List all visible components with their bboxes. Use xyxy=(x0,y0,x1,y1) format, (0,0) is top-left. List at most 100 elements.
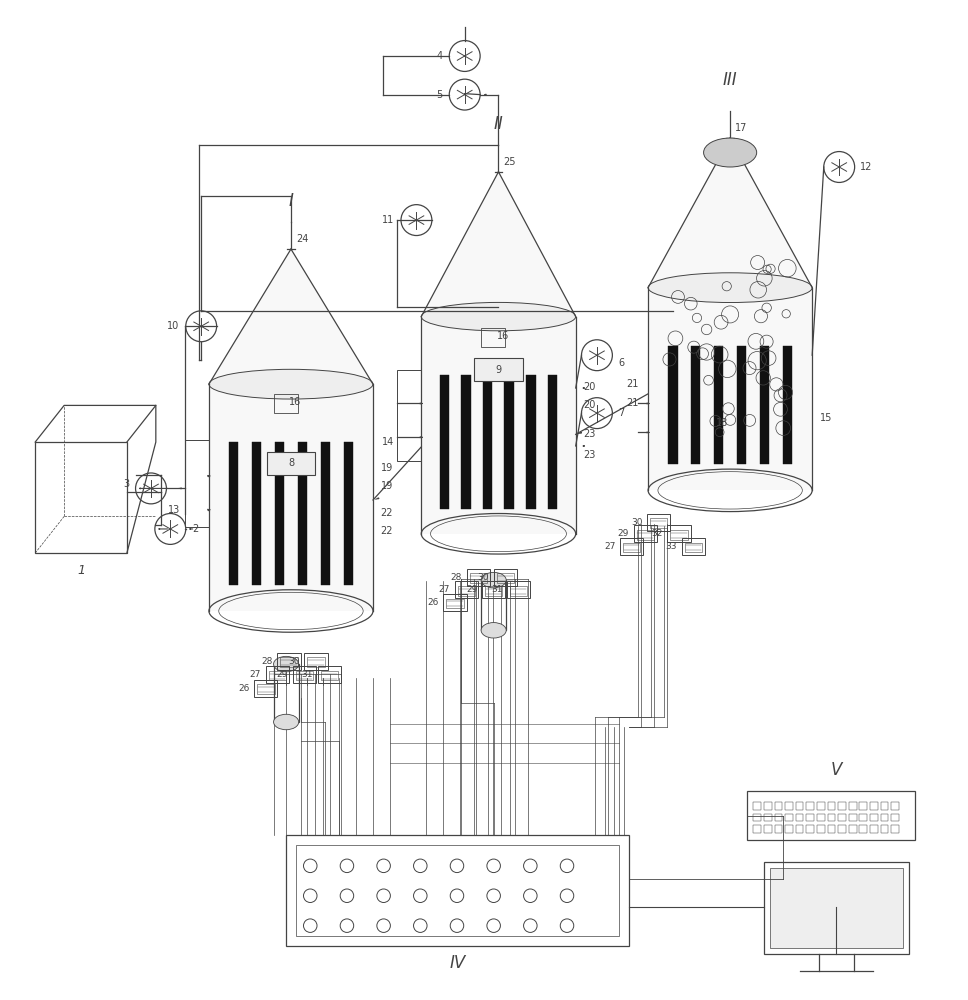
Bar xyxy=(228,442,238,585)
Text: II: II xyxy=(494,115,503,133)
Bar xyxy=(785,825,793,833)
Text: 10: 10 xyxy=(166,321,179,331)
Bar xyxy=(849,814,857,821)
Bar xyxy=(849,802,857,810)
Bar xyxy=(455,581,478,598)
Ellipse shape xyxy=(481,572,506,588)
Text: 18: 18 xyxy=(716,418,729,428)
Bar xyxy=(783,346,793,464)
Text: 30: 30 xyxy=(477,573,489,582)
Polygon shape xyxy=(209,384,373,611)
Bar xyxy=(753,814,761,821)
Text: 31: 31 xyxy=(302,670,314,679)
Bar xyxy=(760,346,770,464)
Bar xyxy=(785,814,793,821)
Text: 31: 31 xyxy=(491,585,502,594)
Bar xyxy=(320,442,330,585)
Bar xyxy=(691,346,701,464)
Text: 5: 5 xyxy=(437,90,442,100)
Text: 16: 16 xyxy=(497,331,509,341)
Bar xyxy=(320,671,338,680)
Bar xyxy=(35,442,127,553)
Text: 22: 22 xyxy=(380,526,393,536)
Text: 29: 29 xyxy=(466,585,477,594)
Bar xyxy=(458,586,475,596)
Ellipse shape xyxy=(704,138,757,167)
Bar xyxy=(637,530,653,540)
Bar xyxy=(650,518,667,528)
Bar xyxy=(681,538,705,555)
Bar xyxy=(796,802,803,810)
Text: 29: 29 xyxy=(618,529,629,538)
Bar xyxy=(485,586,502,596)
Text: 3: 3 xyxy=(124,479,130,489)
Text: 22: 22 xyxy=(380,508,393,518)
Ellipse shape xyxy=(274,714,299,730)
Bar xyxy=(870,814,878,821)
Bar xyxy=(483,375,493,509)
Bar xyxy=(281,657,298,667)
Text: 8: 8 xyxy=(287,458,294,468)
Text: 23: 23 xyxy=(584,450,595,460)
Text: 26: 26 xyxy=(427,598,439,607)
Text: 33: 33 xyxy=(666,542,677,551)
Bar xyxy=(764,862,909,954)
Text: 27: 27 xyxy=(439,585,450,594)
Bar xyxy=(257,684,275,694)
Bar xyxy=(504,375,514,509)
Bar xyxy=(737,346,746,464)
Bar xyxy=(467,569,490,586)
Text: 25: 25 xyxy=(503,157,516,167)
Bar xyxy=(828,825,835,833)
Bar xyxy=(764,825,771,833)
Text: 32: 32 xyxy=(651,529,662,538)
Bar xyxy=(297,442,307,585)
Text: 24: 24 xyxy=(296,234,308,244)
Bar xyxy=(806,802,814,810)
Text: 16: 16 xyxy=(289,397,301,407)
Bar xyxy=(713,346,723,464)
Bar xyxy=(267,452,316,475)
Bar xyxy=(860,802,867,810)
Text: 20: 20 xyxy=(584,400,595,410)
Bar xyxy=(817,814,825,821)
Text: 9: 9 xyxy=(496,365,501,375)
Bar xyxy=(185,440,209,527)
Text: 28: 28 xyxy=(450,573,462,582)
Bar xyxy=(494,569,517,586)
Bar xyxy=(667,525,690,542)
Text: 30: 30 xyxy=(631,518,643,527)
Text: 15: 15 xyxy=(820,413,832,423)
Bar xyxy=(344,442,353,585)
Bar xyxy=(623,543,641,552)
Ellipse shape xyxy=(209,369,373,399)
Ellipse shape xyxy=(274,656,299,672)
Bar xyxy=(266,666,289,683)
Bar xyxy=(764,802,771,810)
Text: 7: 7 xyxy=(619,408,624,418)
Text: IV: IV xyxy=(449,954,466,972)
Bar xyxy=(828,814,835,821)
Bar xyxy=(764,814,771,821)
Bar xyxy=(648,514,670,531)
Text: 13: 13 xyxy=(167,505,180,515)
Bar xyxy=(305,653,327,670)
Text: 17: 17 xyxy=(735,123,747,133)
Text: 11: 11 xyxy=(382,215,394,225)
Bar xyxy=(774,814,782,821)
Bar xyxy=(774,825,782,833)
Bar xyxy=(806,814,814,821)
Bar xyxy=(817,802,825,810)
Bar xyxy=(881,825,889,833)
Bar xyxy=(293,666,316,683)
Text: 20: 20 xyxy=(584,382,595,392)
Polygon shape xyxy=(649,288,812,490)
Bar xyxy=(469,573,487,583)
Bar xyxy=(892,802,899,810)
Bar xyxy=(620,538,644,555)
Bar xyxy=(481,580,506,630)
Text: 21: 21 xyxy=(626,398,639,408)
Bar xyxy=(526,375,535,509)
Bar xyxy=(870,802,878,810)
Text: 21: 21 xyxy=(626,379,639,389)
